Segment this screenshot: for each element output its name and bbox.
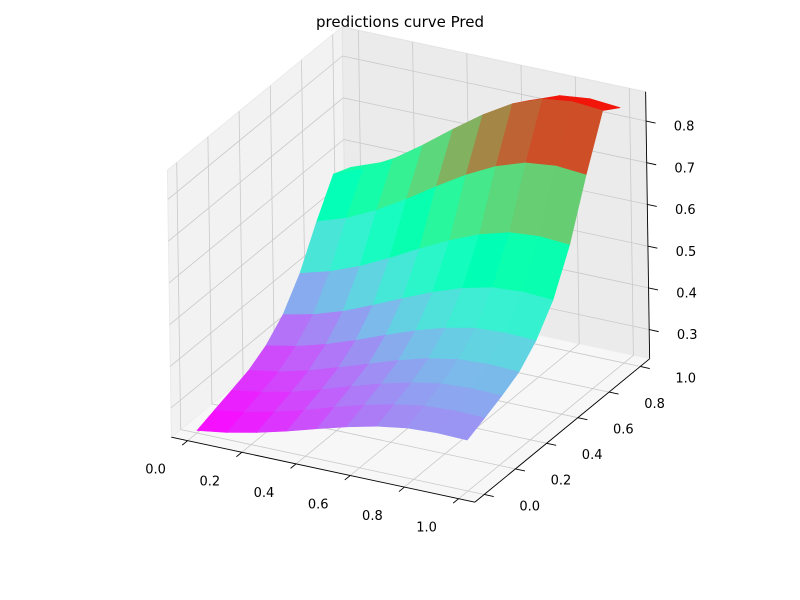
- y-tick-mark: [546, 442, 557, 446]
- z-tick-label: 0.5: [676, 245, 697, 260]
- tick-labels: 0.0 0.2 0.4 0.6 0.8 1.0 0.0 0.2 0.4 0.6 0.8 1.0 0.3 0…: [145, 120, 697, 536]
- x-axis-line: [171, 436, 475, 503]
- z-tick-mark: [648, 287, 659, 291]
- y-tick-label: 0.4: [582, 448, 603, 463]
- grid-line-y: [176, 162, 485, 495]
- y-tick-label: 0.2: [551, 474, 572, 489]
- axis-lines: [171, 91, 659, 504]
- z-axis-line: [645, 91, 651, 359]
- surface-mesh: [196, 95, 621, 441]
- x-tick-label: 0.2: [199, 474, 220, 489]
- x-tick-mark: [290, 463, 297, 469]
- y-tick-label: 0.8: [644, 397, 665, 412]
- surface-patch: [436, 410, 486, 441]
- y-tick-label: 0.6: [613, 423, 634, 438]
- x-tick-mark: [181, 440, 188, 446]
- y-tick-label: 1.0: [675, 371, 696, 386]
- z-tick-label: 0.7: [674, 161, 695, 176]
- grid-line-y: [207, 136, 516, 470]
- x-tick-label: 0.6: [308, 498, 329, 513]
- x-tick-label: 0.4: [254, 486, 275, 501]
- z-tick-mark: [647, 204, 657, 207]
- y-tick-mark: [577, 417, 588, 421]
- x-tick-label: 0.0: [145, 463, 166, 478]
- chart-title: predictions curve Pred: [316, 13, 484, 31]
- y-tick-mark: [515, 468, 526, 472]
- z-tick-mark: [645, 120, 656, 124]
- z-tick-label: 0.3: [677, 328, 698, 343]
- x-tick-mark: [452, 498, 459, 504]
- z-tick-label: 0.6: [675, 203, 696, 218]
- x-tick-mark: [398, 486, 405, 492]
- z-tick-mark: [649, 329, 659, 333]
- y-tick-mark: [484, 494, 494, 497]
- y-axis-line: [474, 358, 650, 503]
- x-tick-label: 1.0: [416, 521, 437, 536]
- x-tick-mark: [344, 475, 351, 481]
- x-tick-mark: [236, 451, 243, 458]
- y-tick-mark: [608, 391, 619, 395]
- z-tick-label: 0.8: [674, 120, 695, 135]
- y-tick-label: 0.0: [519, 499, 540, 514]
- z-tick-mark: [646, 162, 657, 166]
- x-tick-label: 0.8: [362, 509, 383, 524]
- z-tick-label: 0.4: [676, 287, 697, 302]
- grid-line-x: [458, 88, 634, 500]
- y-tick-mark: [640, 366, 650, 369]
- z-tick-mark: [647, 245, 658, 249]
